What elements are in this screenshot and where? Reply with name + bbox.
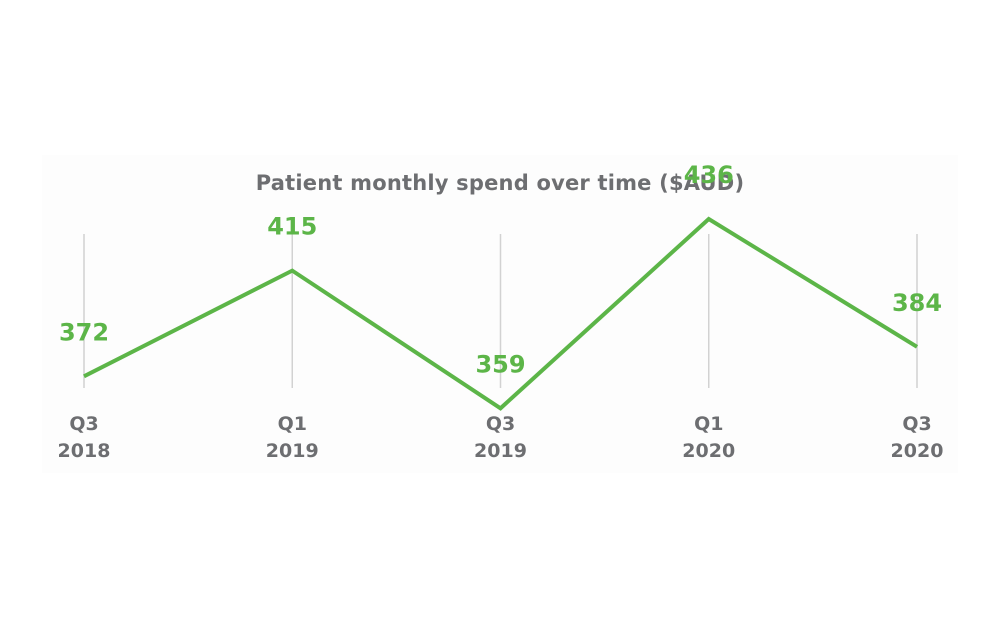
data-label-3: 436 [684, 161, 734, 189]
gridlines [83, 234, 918, 388]
data-label-4: 384 [892, 289, 942, 317]
x-tick-quarter-3: Q1 [694, 413, 723, 435]
x-axis-ticks: Q3 2018 Q1 2019 Q3 2019 Q1 2020 Q3 2020 [58, 413, 944, 462]
series-line-group [83, 216, 919, 411]
x-tick-quarter-0: Q3 [69, 413, 98, 435]
x-tick-quarter-4: Q3 [902, 413, 931, 435]
data-label-1: 415 [267, 213, 317, 241]
x-tick-year-4: 2020 [891, 440, 944, 462]
x-tick-quarter-2: Q3 [486, 413, 515, 435]
x-tick-year-2: 2019 [474, 440, 527, 462]
data-labels: 372 415 359 436 384 [59, 161, 942, 378]
data-label-0: 372 [59, 318, 109, 346]
chart-title: Patient monthly spend over time ($AUD) [255, 171, 745, 195]
data-label-2: 359 [475, 350, 525, 378]
x-tick-year-0: 2018 [58, 440, 111, 462]
x-tick-quarter-1: Q1 [278, 413, 307, 435]
x-tick-year-3: 2020 [682, 440, 735, 462]
x-tick-year-1: 2019 [266, 440, 319, 462]
series-line [83, 216, 919, 411]
